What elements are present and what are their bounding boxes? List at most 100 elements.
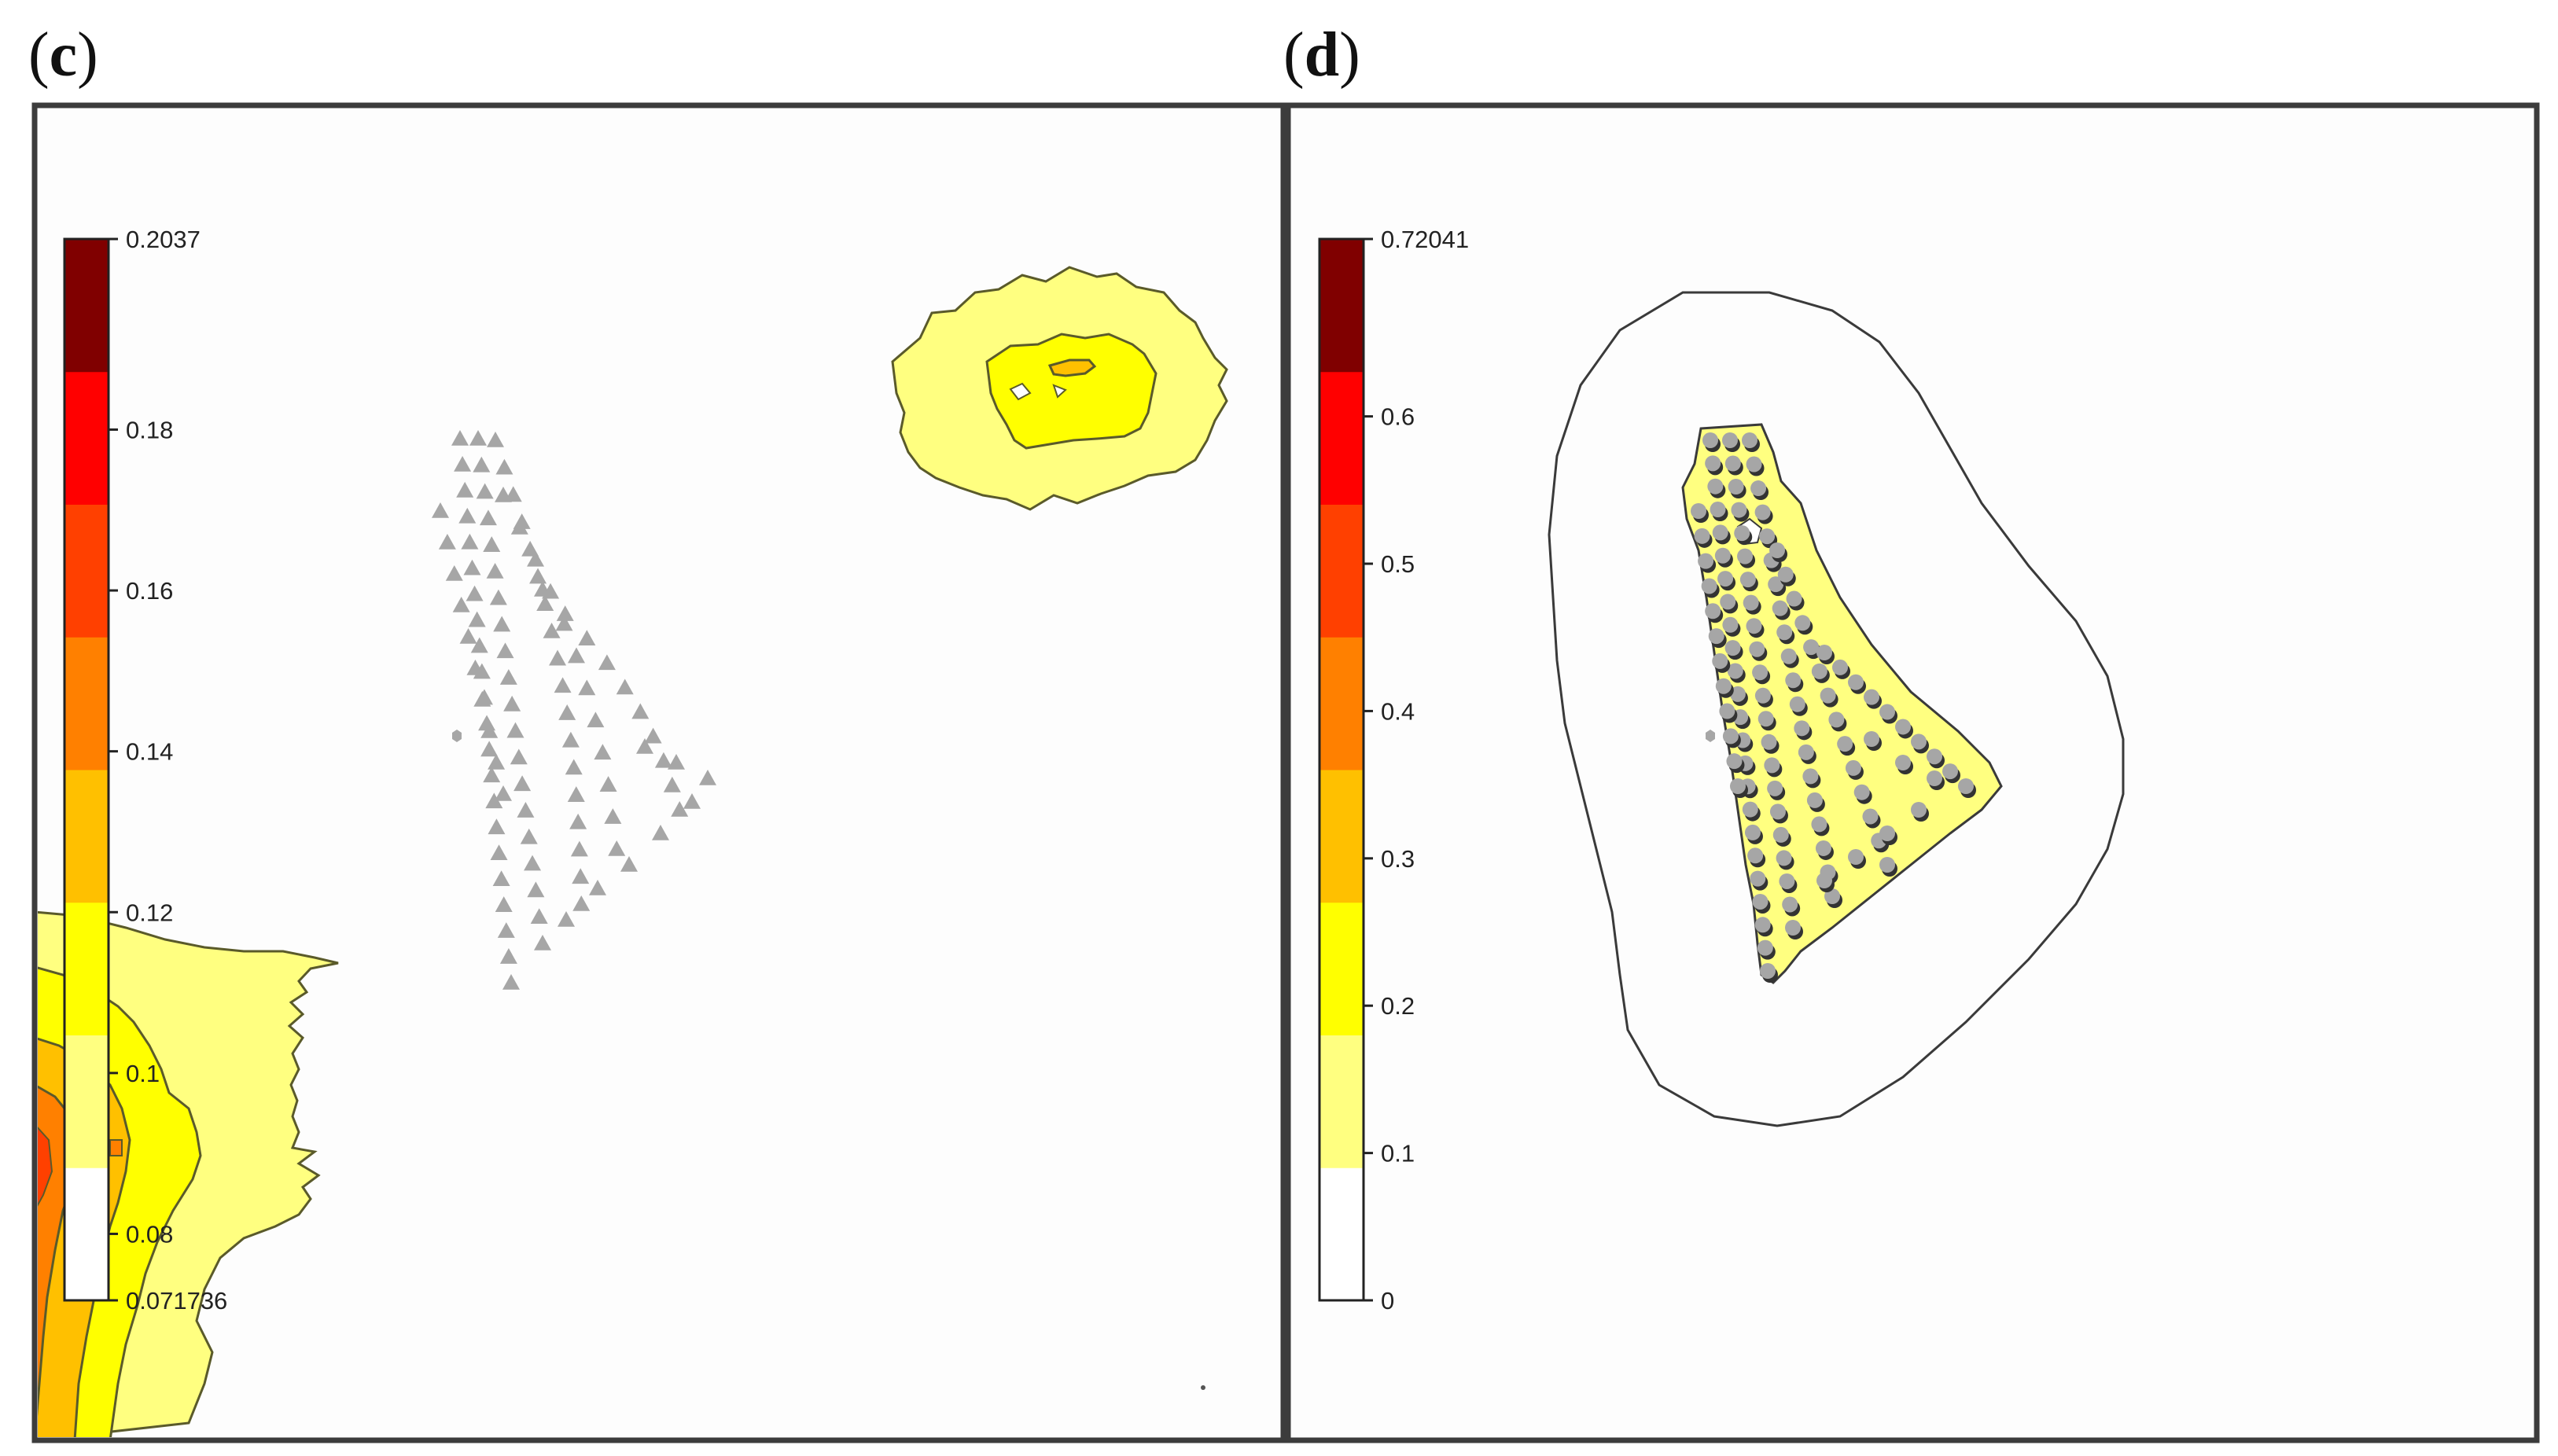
turbine-marker bbox=[558, 911, 575, 927]
panel-d-colorbar-segment bbox=[1319, 371, 1364, 505]
turbine-marker bbox=[1734, 525, 1750, 542]
turbine-marker bbox=[473, 456, 491, 472]
turbine-marker bbox=[1705, 455, 1721, 472]
turbine-marker bbox=[527, 550, 545, 567]
turbine-marker bbox=[1757, 939, 1773, 956]
turbine-marker bbox=[555, 615, 573, 631]
turbine-marker bbox=[1742, 801, 1758, 818]
turbine-marker bbox=[468, 611, 486, 627]
turbine-marker bbox=[1767, 780, 1783, 796]
turbine-marker bbox=[1828, 711, 1845, 728]
turbine-marker bbox=[466, 660, 484, 675]
turbine-marker bbox=[524, 855, 542, 871]
panel-c-colorbar-segment bbox=[64, 770, 109, 903]
turbine-marker bbox=[1782, 896, 1798, 913]
panel-d-colorbar-tick-label: 0.6 bbox=[1381, 403, 1415, 431]
panel-c-colorbar-segment bbox=[64, 239, 109, 373]
panel-c-dot bbox=[1201, 1385, 1205, 1390]
turbine-marker bbox=[652, 825, 669, 840]
turbine-marker bbox=[1760, 963, 1776, 979]
turbine-marker bbox=[458, 507, 477, 524]
turbine-marker bbox=[1895, 719, 1911, 735]
panel-c-colorbar-tick-label: 0.16 bbox=[126, 577, 173, 605]
turbine-marker bbox=[620, 856, 638, 872]
turbine-marker bbox=[1727, 663, 1743, 679]
turbine-marker bbox=[520, 828, 538, 844]
panel-c-colorbar-tick-label: 0.071736 bbox=[126, 1287, 227, 1314]
turbine-marker bbox=[1715, 678, 1732, 694]
turbine-marker bbox=[1724, 640, 1741, 656]
turbine-marker bbox=[1776, 624, 1793, 641]
turbine-marker bbox=[445, 565, 463, 581]
turbine-marker bbox=[654, 752, 672, 768]
turbine-marker bbox=[1780, 648, 1797, 664]
turbine-marker bbox=[495, 896, 513, 912]
turbine-marker bbox=[1879, 825, 1895, 841]
turbine-marker bbox=[1759, 528, 1776, 545]
panel-c-colorbar-tick-label: 0.18 bbox=[126, 416, 173, 443]
turbine-marker bbox=[495, 785, 512, 801]
turbine-marker bbox=[1879, 704, 1895, 720]
turbine-marker bbox=[1837, 736, 1853, 752]
panel-d-colorbar: 0.72041 0.6 0.5 0.4 0.3 0.2 0.1 0 bbox=[1318, 226, 1469, 1314]
turbine-marker bbox=[466, 585, 484, 601]
panel-d-colorbar-border bbox=[1318, 237, 1365, 1302]
blob-core-contour bbox=[1047, 358, 1097, 377]
turbine-marker bbox=[496, 642, 514, 659]
turbine-marker bbox=[1722, 616, 1739, 633]
turbine-marker bbox=[1769, 542, 1785, 558]
turbine-marker bbox=[483, 767, 501, 783]
turbine-marker bbox=[1816, 645, 1832, 660]
turbine-marker bbox=[644, 727, 662, 744]
turbine-marker bbox=[1717, 571, 1734, 587]
panel-c-colorbar-tick-label: 0.2037 bbox=[126, 226, 201, 253]
panel-c-colorbar-segment bbox=[64, 371, 109, 505]
turbine-marker bbox=[456, 481, 474, 498]
turbine-marker bbox=[461, 533, 479, 550]
turbine-marker bbox=[534, 935, 551, 950]
panel-d-colorbar-segment bbox=[1319, 770, 1364, 903]
turbine-marker bbox=[1737, 548, 1754, 564]
turbine-marker bbox=[486, 562, 504, 579]
panel-d-colorbar-tick-label: 0.72041 bbox=[1381, 226, 1469, 253]
turbine-marker bbox=[492, 870, 510, 886]
turbine-marker bbox=[1911, 802, 1927, 818]
turbine-marker bbox=[1864, 689, 1879, 705]
turbine-marker bbox=[495, 458, 513, 475]
turbine-marker bbox=[636, 738, 653, 754]
turbine-marker bbox=[1927, 770, 1942, 786]
turbine-marker bbox=[1820, 687, 1836, 704]
panel-d-turbine-markers bbox=[1691, 432, 1976, 983]
turbine-marker bbox=[1811, 816, 1827, 833]
turbine-marker bbox=[1764, 757, 1780, 774]
turbine-marker bbox=[463, 559, 481, 575]
turbine-marker bbox=[1730, 778, 1746, 794]
turbine-marker bbox=[1769, 803, 1786, 820]
turbine-marker bbox=[1726, 753, 1743, 770]
turbine-marker bbox=[513, 775, 532, 792]
turbine-marker bbox=[1772, 826, 1789, 843]
turbine-marker bbox=[1853, 784, 1870, 800]
turbine-marker bbox=[1911, 734, 1927, 750]
turbine-marker bbox=[470, 637, 488, 653]
turbine-marker bbox=[1707, 478, 1724, 495]
turbine-marker bbox=[558, 704, 576, 720]
panel-c-colorbar-segment bbox=[64, 1167, 109, 1301]
turbine-marker bbox=[1744, 824, 1761, 840]
turbine-marker bbox=[561, 731, 580, 748]
turbine-marker bbox=[1701, 578, 1717, 594]
panel-d-label: (d) bbox=[1283, 20, 1360, 90]
turbine-marker bbox=[1864, 731, 1879, 747]
turbine-marker bbox=[699, 770, 716, 785]
turbine-marker bbox=[1777, 566, 1794, 583]
turbine-marker bbox=[1749, 641, 1765, 657]
turbine-marker bbox=[608, 840, 626, 856]
turbine-marker bbox=[485, 792, 503, 809]
turbine-marker bbox=[683, 793, 701, 809]
turbine-marker bbox=[488, 818, 506, 835]
turbine-marker bbox=[480, 741, 499, 757]
turbine-marker bbox=[1803, 639, 1820, 656]
turbine-marker bbox=[1712, 653, 1728, 669]
panel-d-colorbar-tick-label: 0.3 bbox=[1381, 845, 1415, 873]
turbine-marker bbox=[530, 908, 548, 925]
